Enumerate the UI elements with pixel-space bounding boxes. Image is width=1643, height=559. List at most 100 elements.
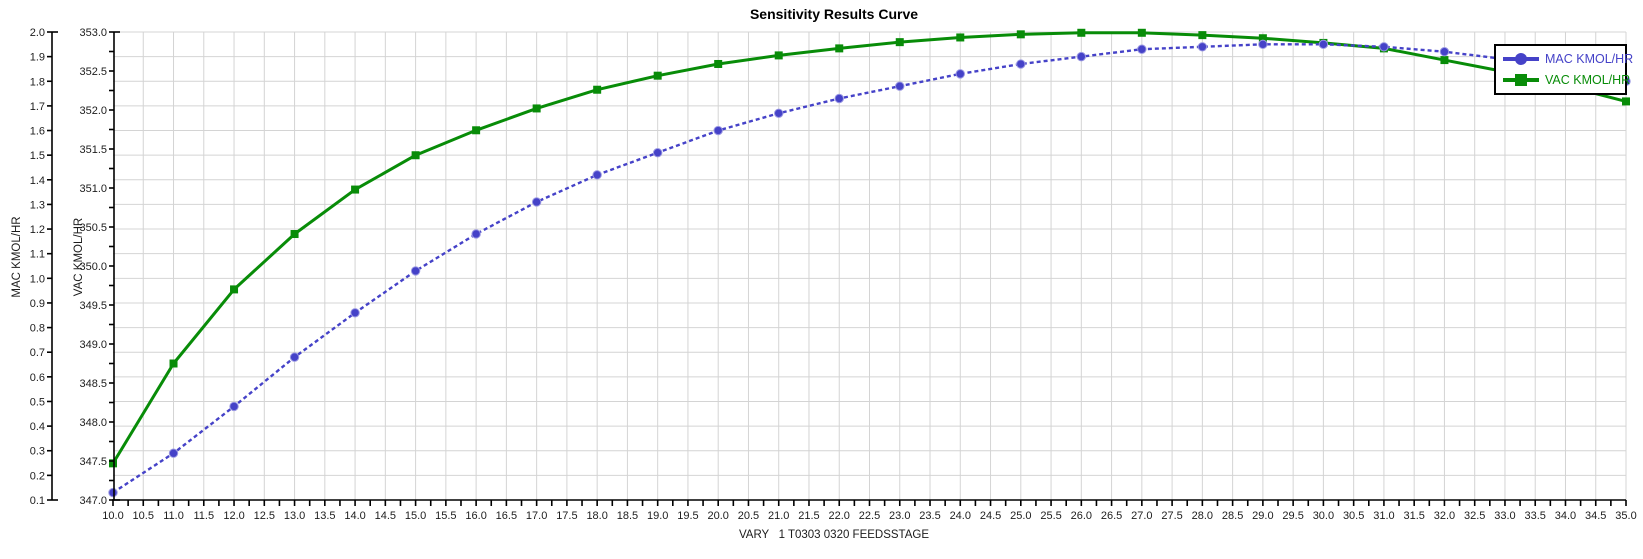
svg-text:18.0: 18.0 bbox=[586, 510, 607, 522]
svg-text:34.5: 34.5 bbox=[1585, 510, 1606, 522]
svg-text:10.0: 10.0 bbox=[102, 510, 123, 522]
svg-text:350.0: 350.0 bbox=[79, 261, 107, 273]
svg-text:351.0: 351.0 bbox=[79, 183, 107, 195]
chart-title: Sensitivity Results Curve bbox=[749, 6, 919, 22]
svg-text:33.5: 33.5 bbox=[1525, 510, 1546, 522]
legend-item-mac: MAC KMOL/HR bbox=[1503, 49, 1633, 69]
svg-text:11.5: 11.5 bbox=[193, 510, 214, 522]
svg-text:0.5: 0.5 bbox=[30, 396, 45, 408]
svg-text:21.5: 21.5 bbox=[798, 510, 819, 522]
legend-label-vac: VAC KMOL/HR bbox=[1545, 73, 1631, 87]
svg-text:29.5: 29.5 bbox=[1282, 510, 1303, 522]
svg-text:26.5: 26.5 bbox=[1101, 510, 1122, 522]
svg-text:21.0: 21.0 bbox=[768, 510, 789, 522]
svg-text:24.0: 24.0 bbox=[950, 510, 971, 522]
svg-text:0.3: 0.3 bbox=[30, 446, 45, 458]
svg-text:27.0: 27.0 bbox=[1131, 510, 1152, 522]
svg-text:13.0: 13.0 bbox=[284, 510, 305, 522]
legend-item-vac: VAC KMOL/HR bbox=[1503, 70, 1630, 90]
svg-text:348.0: 348.0 bbox=[79, 417, 107, 429]
svg-text:352.5: 352.5 bbox=[79, 66, 107, 78]
svg-text:23.0: 23.0 bbox=[889, 510, 910, 522]
svg-text:25.0: 25.0 bbox=[1010, 510, 1031, 522]
svg-text:353.0: 353.0 bbox=[79, 27, 107, 39]
svg-text:1.0: 1.0 bbox=[30, 273, 45, 285]
axes bbox=[47, 31, 1627, 506]
svg-text:19.5: 19.5 bbox=[677, 510, 698, 522]
svg-text:347.5: 347.5 bbox=[79, 456, 107, 468]
svg-text:1.6: 1.6 bbox=[30, 126, 45, 138]
svg-text:32.0: 32.0 bbox=[1434, 510, 1455, 522]
svg-text:1.4: 1.4 bbox=[30, 175, 45, 187]
svg-text:16.0: 16.0 bbox=[465, 510, 486, 522]
mac-series-circle-icon bbox=[1503, 52, 1539, 66]
svg-text:18.5: 18.5 bbox=[617, 510, 638, 522]
svg-text:30.5: 30.5 bbox=[1343, 510, 1364, 522]
svg-text:25.5: 25.5 bbox=[1040, 510, 1061, 522]
svg-text:347.0: 347.0 bbox=[79, 495, 107, 507]
svg-text:351.5: 351.5 bbox=[79, 144, 107, 156]
svg-text:1.9: 1.9 bbox=[30, 52, 45, 64]
svg-text:30.0: 30.0 bbox=[1313, 510, 1334, 522]
svg-text:15.0: 15.0 bbox=[405, 510, 426, 522]
svg-text:0.1: 0.1 bbox=[30, 495, 45, 507]
svg-text:1.7: 1.7 bbox=[30, 101, 45, 113]
svg-text:0.7: 0.7 bbox=[30, 347, 45, 359]
svg-text:29.0: 29.0 bbox=[1252, 510, 1273, 522]
vac-series-square-icon bbox=[1503, 73, 1539, 87]
svg-text:2.0: 2.0 bbox=[30, 27, 45, 39]
svg-text:24.5: 24.5 bbox=[980, 510, 1001, 522]
svg-text:1.8: 1.8 bbox=[30, 76, 45, 88]
svg-text:349.0: 349.0 bbox=[79, 339, 107, 351]
svg-text:33.0: 33.0 bbox=[1494, 510, 1515, 522]
svg-text:350.5: 350.5 bbox=[79, 222, 107, 234]
svg-text:0.4: 0.4 bbox=[30, 421, 45, 433]
mac-series-markers bbox=[108, 39, 1631, 498]
legend-label-mac: MAC KMOL/HR bbox=[1545, 52, 1634, 66]
svg-text:16.5: 16.5 bbox=[496, 510, 517, 522]
svg-text:26.0: 26.0 bbox=[1071, 510, 1092, 522]
svg-text:22.5: 22.5 bbox=[859, 510, 880, 522]
tick-labels: 2.0 1.9 1.8 1.7 1.6 1.5 1.4 1.3 1.2 1.1 1.0 0.9 0.8 0… bbox=[30, 27, 1637, 522]
svg-text:32.5: 32.5 bbox=[1464, 510, 1485, 522]
svg-text:1.3: 1.3 bbox=[30, 199, 45, 211]
svg-text:1.1: 1.1 bbox=[30, 249, 45, 261]
svg-text:0.8: 0.8 bbox=[30, 323, 45, 335]
svg-text:17.0: 17.0 bbox=[526, 510, 547, 522]
svg-text:348.5: 348.5 bbox=[79, 378, 107, 390]
svg-text:10.5: 10.5 bbox=[133, 510, 154, 522]
svg-text:12.0: 12.0 bbox=[223, 510, 244, 522]
gridlines bbox=[113, 31, 1627, 500]
svg-text:22.0: 22.0 bbox=[829, 510, 850, 522]
svg-text:20.0: 20.0 bbox=[707, 510, 728, 522]
svg-text:0.6: 0.6 bbox=[30, 372, 45, 384]
mac-series-line bbox=[112, 43, 1627, 494]
svg-text:349.5: 349.5 bbox=[79, 300, 107, 312]
svg-text:1.2: 1.2 bbox=[30, 224, 45, 236]
svg-text:1.5: 1.5 bbox=[30, 150, 45, 162]
svg-text:352.0: 352.0 bbox=[79, 105, 107, 117]
svg-text:15.5: 15.5 bbox=[435, 510, 456, 522]
svg-text:31.0: 31.0 bbox=[1373, 510, 1394, 522]
svg-text:12.5: 12.5 bbox=[254, 510, 275, 522]
svg-text:28.0: 28.0 bbox=[1192, 510, 1213, 522]
svg-text:14.5: 14.5 bbox=[375, 510, 396, 522]
svg-text:20.5: 20.5 bbox=[738, 510, 759, 522]
svg-text:17.5: 17.5 bbox=[556, 510, 577, 522]
svg-text:19.0: 19.0 bbox=[647, 510, 668, 522]
svg-text:0.2: 0.2 bbox=[30, 470, 45, 482]
x-axis-title: VARY 1 T0303 0320 FEEDSSTAGE bbox=[738, 529, 930, 541]
svg-text:34.0: 34.0 bbox=[1555, 510, 1576, 522]
svg-text:27.5: 27.5 bbox=[1161, 510, 1182, 522]
svg-text:35.0: 35.0 bbox=[1615, 510, 1636, 522]
svg-text:0.9: 0.9 bbox=[30, 298, 45, 310]
svg-text:11.0: 11.0 bbox=[163, 510, 184, 522]
svg-text:28.5: 28.5 bbox=[1222, 510, 1243, 522]
svg-text:13.5: 13.5 bbox=[314, 510, 335, 522]
legend: MAC KMOL/HR VAC KMOL/HR bbox=[1494, 44, 1633, 95]
svg-text:31.5: 31.5 bbox=[1403, 510, 1424, 522]
svg-text:23.5: 23.5 bbox=[919, 510, 940, 522]
svg-text:14.0: 14.0 bbox=[344, 510, 365, 522]
